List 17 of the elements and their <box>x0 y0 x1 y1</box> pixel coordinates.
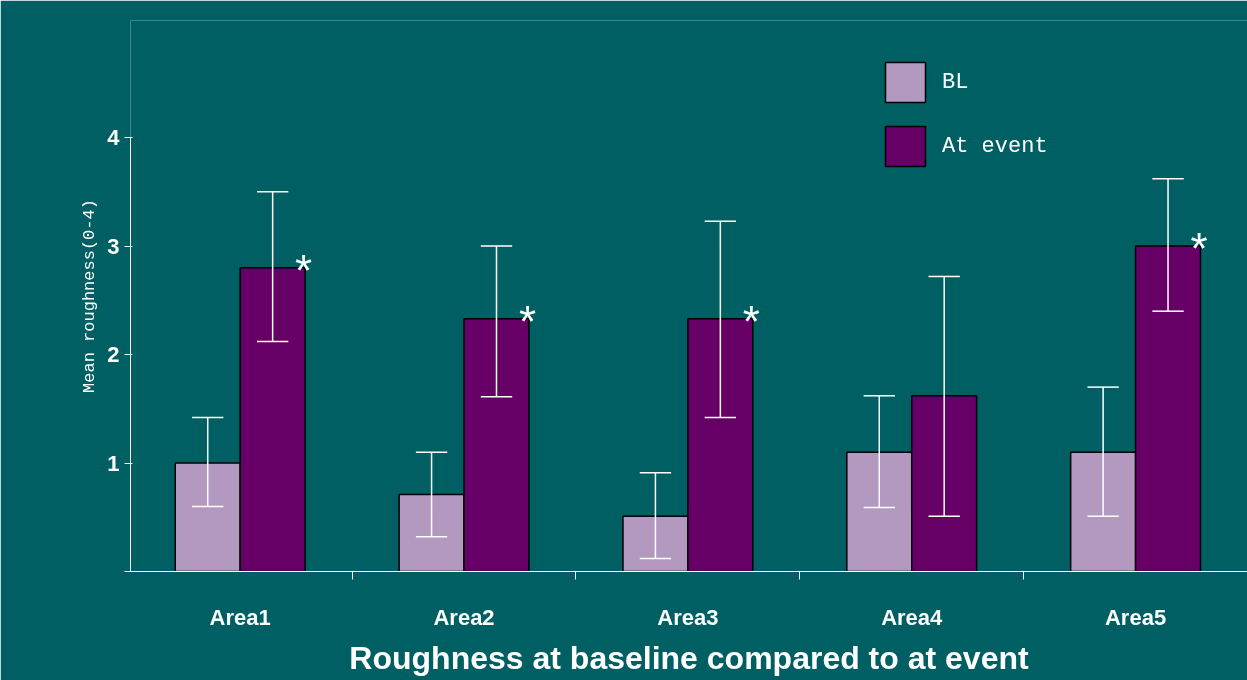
y-axis-title: Mean roughness(0-4) <box>80 199 100 393</box>
y-tick-label: 3 <box>107 233 120 259</box>
y-tick-label: 2 <box>107 342 120 368</box>
legend-label: BL <box>942 69 969 95</box>
text: Roughness at baseline compared to at event <box>349 639 1029 676</box>
x-tick-label: Area4 <box>881 604 944 630</box>
annotation: * <box>1190 224 1208 274</box>
x-tick-label: Area3 <box>657 604 719 630</box>
legend-label: At event <box>942 133 1048 159</box>
x-tick-label: Area2 <box>433 604 495 630</box>
annotation: * <box>295 245 313 295</box>
x-tick-label: Area1 <box>209 604 271 630</box>
annotation: * <box>518 296 536 346</box>
y-tick-label: 4 <box>107 125 121 151</box>
x-tick-label: Area5 <box>1105 604 1167 630</box>
annotation: * <box>742 296 760 346</box>
y-tick-label: 1 <box>107 450 120 476</box>
